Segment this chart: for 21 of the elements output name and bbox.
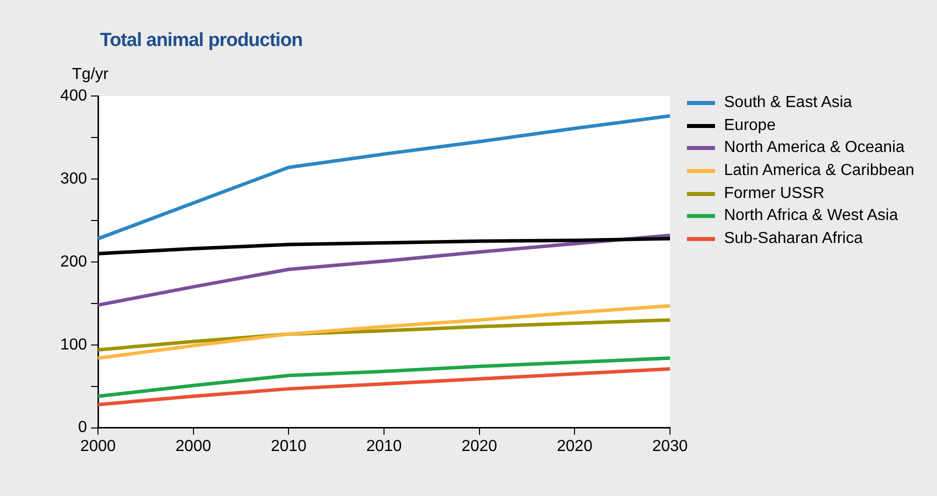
y-tick-label: 0 [78, 419, 88, 436]
y-tick-label: 100 [60, 336, 88, 354]
x-tick-label: 2010 [270, 438, 307, 455]
legend-label: Former USSR [724, 184, 824, 203]
chart-title: Total animal production [100, 30, 302, 52]
legend-label: South & East Asia [724, 94, 852, 112]
x-tick-label: 2030 [652, 438, 688, 455]
x-tick-label: 2000 [176, 438, 212, 455]
legend-label: Latin America & Caribbean [724, 162, 914, 180]
x-tick-label: 2000 [80, 438, 116, 455]
x-tick-label: 2010 [366, 438, 402, 455]
legend-label: Europe [724, 116, 776, 135]
x-tick-label: 2020 [556, 438, 593, 455]
legend-label: Sub-Saharan Africa [724, 230, 863, 248]
x-tick-label: 2020 [462, 438, 498, 455]
legend-label: North Africa & West Asia [724, 207, 898, 226]
y-tick-label: 300 [60, 170, 88, 188]
y-tick-label: 200 [60, 253, 88, 270]
y-axis-title: Tg/yr [72, 66, 108, 84]
y-tick-label: 400 [60, 87, 88, 104]
legend-label: North America & Oceania [724, 139, 905, 158]
